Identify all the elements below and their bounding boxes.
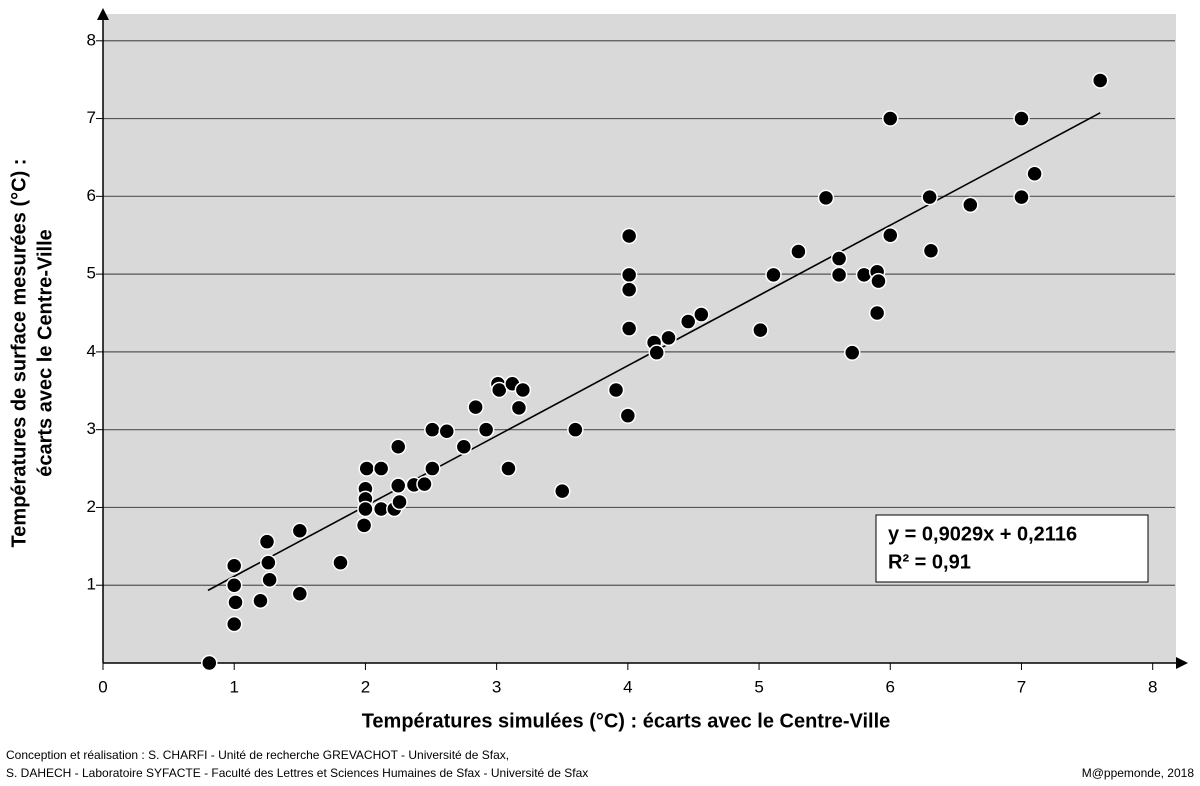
y-arrow	[97, 8, 109, 20]
point	[225, 615, 243, 633]
point	[416, 475, 433, 493]
point	[291, 522, 309, 540]
x-tick-label: 6	[886, 677, 895, 696]
equation: y = 0,9029x + 0,2116	[888, 523, 1077, 545]
x-arrow	[1176, 657, 1188, 669]
point	[252, 592, 269, 610]
point	[389, 477, 407, 494]
y-tick-label: 6	[87, 186, 96, 205]
r-squared: R² = 0,91	[888, 551, 971, 573]
point	[790, 243, 807, 260]
point	[620, 266, 638, 284]
point	[660, 329, 677, 347]
x-tick-label: 3	[492, 677, 501, 696]
point	[843, 344, 861, 361]
point	[491, 381, 508, 399]
y-tick-label: 8	[87, 30, 96, 49]
point	[830, 266, 848, 284]
point	[355, 517, 373, 534]
credits: S. DAHECH - Laboratoire SYFACTE - Facult…	[6, 766, 588, 780]
point	[962, 196, 979, 214]
point	[332, 554, 349, 571]
point	[620, 227, 638, 245]
point	[1013, 110, 1030, 127]
y-tick-label: 1	[87, 575, 96, 594]
point	[391, 493, 408, 511]
x-tick-label: 7	[1017, 677, 1026, 696]
point	[817, 189, 835, 207]
point	[510, 399, 528, 417]
x-tick-label: 0	[98, 677, 107, 696]
point	[679, 313, 697, 330]
y-tick-label: 2	[87, 497, 96, 516]
point	[372, 460, 390, 477]
point	[424, 460, 441, 477]
point	[467, 398, 484, 416]
point	[567, 421, 584, 438]
point	[693, 306, 710, 323]
point	[424, 421, 441, 438]
credits: Conception et réalisation : S. CHARFI - …	[6, 748, 509, 762]
point	[1013, 188, 1030, 206]
x-tick-label: 2	[361, 677, 370, 696]
point	[225, 576, 243, 594]
point	[357, 500, 374, 518]
x-tick-label: 5	[754, 677, 763, 696]
y-tick-label: 7	[87, 108, 96, 127]
equation-box	[875, 514, 1149, 583]
point	[620, 281, 638, 298]
x-label: Températures simulées (°C) : écarts avec…	[362, 710, 891, 732]
x-tick-label: 4	[623, 677, 632, 696]
point	[921, 188, 938, 206]
y-tick-label: 5	[87, 264, 96, 283]
point	[455, 438, 473, 456]
point	[1091, 72, 1109, 89]
point	[500, 460, 517, 477]
point	[868, 304, 886, 322]
point	[619, 407, 637, 424]
y-tick-label: 4	[87, 341, 96, 360]
point	[514, 381, 532, 399]
point	[438, 422, 456, 440]
point	[477, 421, 495, 438]
point	[389, 438, 407, 456]
point	[258, 533, 276, 550]
point	[261, 571, 278, 589]
point	[358, 460, 375, 477]
point	[620, 320, 638, 337]
y-tick-label: 3	[87, 419, 96, 438]
point	[291, 585, 309, 603]
point	[1026, 165, 1043, 183]
point	[648, 344, 665, 361]
y-label: Températures de surface mesurées (°C) :	[8, 159, 30, 548]
point	[260, 554, 277, 571]
point	[752, 321, 769, 339]
x-tick-label: 1	[229, 677, 238, 696]
point	[225, 557, 243, 575]
point	[830, 250, 848, 267]
point	[227, 594, 244, 611]
x-tick-label: 8	[1148, 677, 1157, 696]
point	[607, 381, 625, 399]
source: M@ppemonde, 2018	[1082, 766, 1195, 780]
point	[553, 482, 571, 500]
point	[201, 654, 218, 672]
y-label: écarts avec le Centre-Ville	[34, 229, 56, 477]
point	[870, 272, 887, 290]
point	[882, 226, 899, 244]
point	[882, 110, 899, 127]
point	[765, 266, 782, 284]
point	[922, 242, 940, 260]
